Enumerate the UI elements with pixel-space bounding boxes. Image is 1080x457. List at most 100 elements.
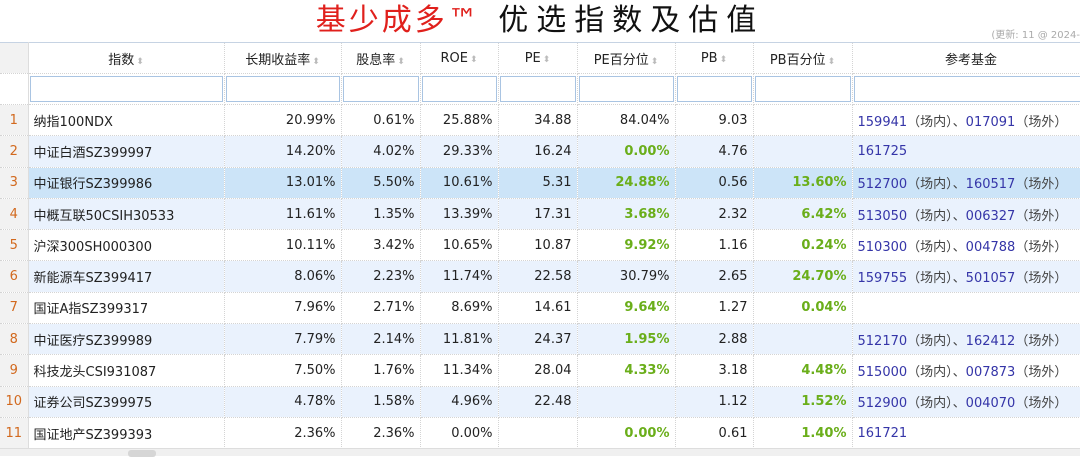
fund-code-link[interactable]: 161721 bbox=[858, 426, 908, 441]
fund-code-link[interactable]: 160517 bbox=[966, 177, 1016, 192]
column-filter-input[interactable] bbox=[854, 76, 1080, 102]
column-filter-input[interactable] bbox=[30, 76, 223, 102]
fund-code-link[interactable]: 017091 bbox=[966, 115, 1016, 130]
fund-code-link[interactable]: 512900 bbox=[858, 396, 908, 411]
column-header-6[interactable]: PB⬍ bbox=[675, 43, 753, 74]
pe-percentile: 3.68% bbox=[577, 198, 675, 229]
pb-percentile bbox=[753, 105, 852, 136]
column-filter-input[interactable] bbox=[422, 76, 497, 102]
long-term-return: 20.99% bbox=[224, 105, 341, 136]
horizontal-scrollbar[interactable] bbox=[0, 448, 1080, 456]
long-term-return: 7.96% bbox=[224, 292, 341, 323]
fund-code-link[interactable]: 159941 bbox=[858, 115, 908, 130]
pe-percentile: 24.88% bbox=[577, 167, 675, 198]
onsite-label: （场内） bbox=[907, 271, 953, 286]
pb: 9.03 bbox=[675, 105, 753, 136]
column-header-7[interactable]: PB百分位⬍ bbox=[753, 43, 852, 74]
column-header-2[interactable]: 股息率⬍ bbox=[341, 43, 420, 74]
column-header-5[interactable]: PE百分位⬍ bbox=[577, 43, 675, 74]
index-name: 中证银行SZ399986 bbox=[28, 167, 224, 198]
separator: 、 bbox=[953, 177, 966, 192]
fund-code-link[interactable]: 006327 bbox=[966, 209, 1016, 224]
fund-code-link[interactable]: 515000 bbox=[858, 365, 908, 380]
fund-code-link[interactable]: 510300 bbox=[858, 240, 908, 255]
sort-arrows-icon[interactable]: ⬍ bbox=[136, 57, 144, 67]
fund-code-link[interactable]: 159755 bbox=[858, 271, 908, 286]
roe: 13.39% bbox=[420, 198, 498, 229]
pb-percentile: 0.04% bbox=[753, 292, 852, 323]
sort-arrows-icon[interactable]: ⬍ bbox=[720, 55, 728, 65]
column-header-3[interactable]: ROE⬍ bbox=[420, 43, 498, 74]
dividend-yield: 1.35% bbox=[341, 198, 420, 229]
filter-cell bbox=[224, 74, 341, 105]
column-filter-input[interactable] bbox=[226, 76, 340, 102]
pb-percentile: 13.60% bbox=[753, 167, 852, 198]
pb: 1.27 bbox=[675, 292, 753, 323]
column-label: 长期收益率 bbox=[245, 53, 310, 68]
row-number: 3 bbox=[0, 167, 28, 198]
brand-name: 基少成多™ bbox=[316, 3, 481, 38]
column-filter-input[interactable] bbox=[677, 76, 752, 102]
fund-code-link[interactable]: 007873 bbox=[966, 365, 1016, 380]
row-number: 7 bbox=[0, 292, 28, 323]
onsite-label: （场内） bbox=[907, 209, 953, 224]
column-header-1[interactable]: 长期收益率⬍ bbox=[224, 43, 341, 74]
sort-arrows-icon[interactable]: ⬍ bbox=[651, 57, 659, 67]
offsite-label: （场外） bbox=[1015, 177, 1067, 192]
sort-arrows-icon[interactable]: ⬍ bbox=[543, 55, 551, 65]
roe: 8.69% bbox=[420, 292, 498, 323]
separator: 、 bbox=[953, 334, 966, 349]
column-filter-input[interactable] bbox=[343, 76, 419, 102]
title-text: 优选指数及估值 bbox=[481, 3, 765, 38]
column-filter-input[interactable] bbox=[500, 76, 576, 102]
fund-code-link[interactable]: 513050 bbox=[858, 209, 908, 224]
filter-row-number bbox=[0, 74, 28, 105]
pb-percentile bbox=[753, 324, 852, 355]
separator: 、 bbox=[953, 209, 966, 224]
column-filter-input[interactable] bbox=[579, 76, 674, 102]
sort-arrows-icon[interactable]: ⬍ bbox=[828, 57, 836, 67]
fund-code-link[interactable]: 512700 bbox=[858, 177, 908, 192]
column-header-4[interactable]: PE⬍ bbox=[498, 43, 577, 74]
fund-code-link[interactable]: 004788 bbox=[966, 240, 1016, 255]
column-label: 股息率 bbox=[356, 53, 395, 68]
sort-arrows-icon[interactable]: ⬍ bbox=[397, 57, 405, 67]
fund-code-link[interactable]: 512170 bbox=[858, 334, 908, 349]
reference-funds bbox=[852, 292, 1080, 323]
roe: 0.00% bbox=[420, 417, 498, 448]
sort-arrows-icon[interactable]: ⬍ bbox=[470, 55, 478, 65]
filter-cell bbox=[420, 74, 498, 105]
index-name: 科技龙头CSI931087 bbox=[28, 355, 224, 386]
column-header-8[interactable]: 参考基金 bbox=[852, 43, 1080, 74]
onsite-label: （场内） bbox=[907, 396, 953, 411]
pb-percentile: 1.52% bbox=[753, 386, 852, 417]
separator: 、 bbox=[953, 396, 966, 411]
roe: 11.34% bbox=[420, 355, 498, 386]
column-filter-input[interactable] bbox=[755, 76, 851, 102]
dividend-yield: 1.76% bbox=[341, 355, 420, 386]
onsite-label: （场内） bbox=[907, 240, 953, 255]
pe-percentile: 9.64% bbox=[577, 292, 675, 323]
fund-code-link[interactable]: 161725 bbox=[858, 144, 908, 159]
long-term-return: 2.36% bbox=[224, 417, 341, 448]
fund-code-link[interactable]: 004070 bbox=[966, 396, 1016, 411]
fund-code-link[interactable]: 162412 bbox=[966, 334, 1016, 349]
pe: 34.88 bbox=[498, 105, 577, 136]
column-header-0[interactable]: 指数⬍ bbox=[28, 43, 224, 74]
pe-percentile: 0.00% bbox=[577, 136, 675, 167]
fund-code-link[interactable]: 501057 bbox=[966, 271, 1016, 286]
long-term-return: 7.50% bbox=[224, 355, 341, 386]
sort-arrows-icon[interactable]: ⬍ bbox=[312, 57, 320, 67]
index-name: 沪深300SH000300 bbox=[28, 230, 224, 261]
